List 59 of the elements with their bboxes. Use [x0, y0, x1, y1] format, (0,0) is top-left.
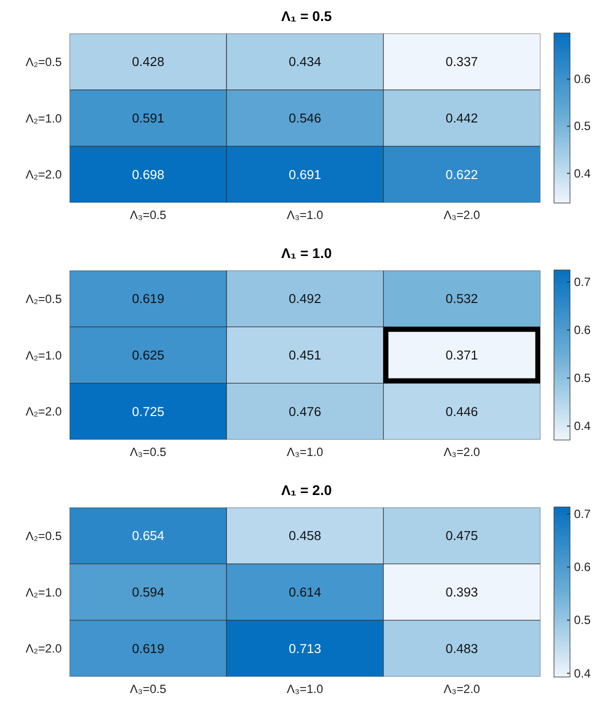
x-tick-label: Λ₃=2.0 — [444, 445, 480, 460]
data-label: 0.546 — [288, 110, 322, 126]
y-tick-label: Λ₂=2.0 — [26, 168, 62, 182]
data-label: 0.532 — [446, 291, 478, 306]
x-tick-label: Λ₃=0.5 — [130, 682, 167, 696]
data-label: 0.619 — [132, 291, 164, 306]
y-tick-label: Λ₂=2.0 — [26, 642, 62, 656]
x-tick-label: Λ₃=0.5 — [130, 445, 167, 460]
color-bar-label: 0.6 — [574, 323, 592, 338]
color-bar-label: 0.4 — [574, 666, 592, 680]
x-tick-label: Λ₃=2.0 — [444, 682, 480, 696]
data-label: 0.594 — [132, 584, 164, 600]
chart-title: Λ₁ = 1.0 — [280, 245, 333, 261]
data-label: 0.475 — [446, 528, 478, 544]
x-tick-label: Λ₃=1.0 — [286, 208, 324, 222]
color-bar-label: 0.4 — [574, 166, 592, 180]
data-label: 0.625 — [132, 348, 164, 363]
data-label: 0.492 — [288, 291, 322, 306]
color-bar-label: 0.5 — [574, 119, 592, 134]
x-tick-label: Λ₃=2.0 — [444, 208, 480, 222]
data-label: 0.619 — [132, 640, 164, 656]
color-bar-label: 0.7 — [574, 275, 592, 290]
color-bar-label: 0.6 — [574, 560, 592, 574]
data-label: 0.451 — [288, 348, 322, 363]
x-tick-label: Λ₃=0.5 — [130, 208, 167, 222]
color-bar-label: 0.6 — [574, 72, 592, 86]
data-label: 0.614 — [288, 584, 322, 600]
chart-title: Λ₁ = 0.5 — [280, 8, 333, 24]
x-tick-label: Λ₃=1.0 — [286, 682, 324, 696]
y-tick-label: Λ₂=0.5 — [26, 54, 62, 69]
data-label: 0.393 — [446, 584, 478, 600]
data-label: 0.483 — [446, 640, 478, 656]
y-tick-label: Λ₂=2.0 — [26, 404, 62, 419]
data-label: 0.725 — [132, 404, 164, 419]
color-bar-label: 0.5 — [574, 371, 592, 386]
data-label: 0.698 — [132, 166, 164, 182]
color-bar-label: 0.7 — [574, 506, 592, 521]
y-tick-label: Λ₂=1.0 — [26, 585, 62, 600]
chart-title: Λ₁ = 2.0 — [280, 482, 333, 498]
data-label: 0.337 — [446, 54, 478, 70]
data-label: 0.713 — [288, 640, 322, 656]
color-bar-label: 0.5 — [574, 613, 592, 628]
x-tick-label: Λ₃=1.0 — [286, 445, 324, 460]
data-label: 0.591 — [132, 110, 164, 126]
data-label: 0.442 — [446, 110, 478, 126]
data-label: 0.434 — [288, 54, 322, 70]
data-label: 0.691 — [288, 166, 322, 182]
data-label: 0.476 — [288, 404, 322, 419]
data-label: 0.654 — [132, 528, 164, 544]
data-label: 0.458 — [288, 528, 322, 544]
data-label: 0.428 — [132, 54, 164, 70]
data-label: 0.446 — [446, 404, 478, 419]
data-label: 0.371 — [446, 348, 478, 363]
y-tick-label: Λ₂=1.0 — [26, 348, 62, 362]
color-bar-label: 0.4 — [574, 419, 592, 434]
data-label: 0.622 — [446, 166, 478, 182]
y-tick-label: Λ₂=0.5 — [26, 292, 62, 306]
y-tick-label: Λ₂=0.5 — [26, 528, 62, 543]
y-tick-label: Λ₂=1.0 — [26, 111, 62, 126]
